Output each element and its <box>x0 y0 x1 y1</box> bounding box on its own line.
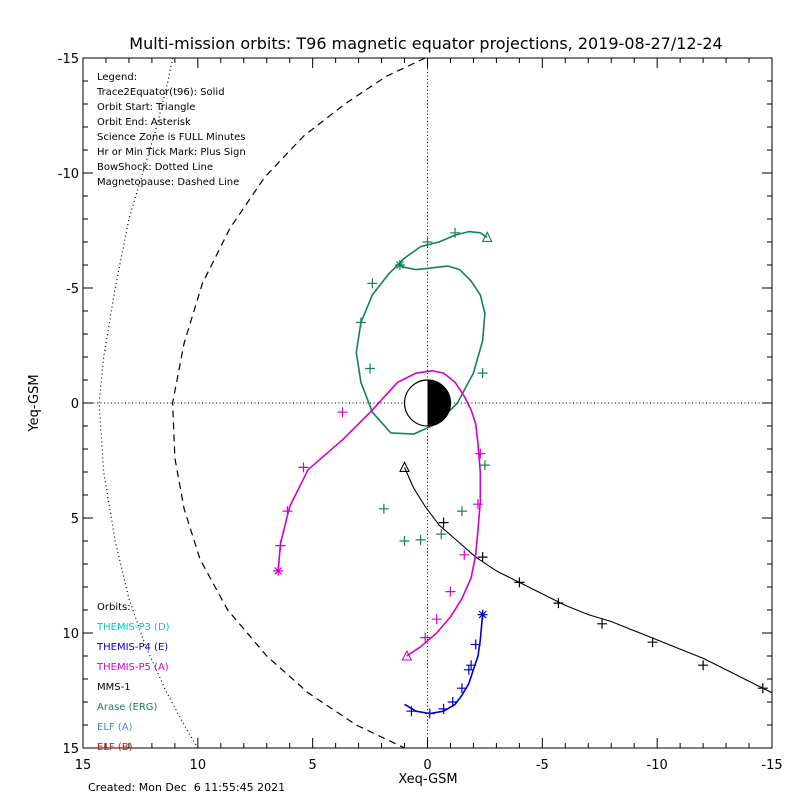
orbit-tick-themis-p4-e <box>466 660 477 671</box>
orbit-tick-mms-1 <box>597 618 608 629</box>
orbit-line-arase-erg <box>355 230 488 435</box>
footer-created: Created: Mon Dec 6 11:55:45 2021 <box>88 781 285 794</box>
orbit-tick-arase-erg <box>355 317 366 328</box>
x-tick-label: 10 <box>190 758 207 773</box>
y-axis-label: Yeq-GSM <box>27 374 42 432</box>
orbit-tick-mms-1 <box>438 517 449 528</box>
mission-label: MMS-1 <box>97 682 131 693</box>
legend-layer: Legend: Trace2Equator(t96): Solid Orbit St… <box>96 72 246 753</box>
mission-label: Arase (ERG) <box>97 702 158 713</box>
y-tick-label: 10 <box>62 627 79 642</box>
orbit-layer <box>273 227 773 719</box>
legend-line: Hr or Min Tick Mark: Plus Sign <box>97 147 246 158</box>
orbit-tick-themis-p4-e <box>447 697 458 707</box>
legend-line: BowShock: Dotted Line <box>97 162 213 173</box>
boundary-layer <box>98 57 426 749</box>
orbit-tick-mms-1 <box>514 577 525 588</box>
orbit-tick-themis-p5-a <box>445 586 456 597</box>
magnetopause-line <box>171 57 426 749</box>
orbit-tick-themis-p4-e <box>463 664 474 675</box>
orbit-tick-themis-p5-a <box>459 549 470 560</box>
chart-title: Multi-mission orbits: T96 magnetic equat… <box>129 34 722 53</box>
orbit-tick-themis-p5-a <box>282 506 293 517</box>
orbit-tick-mms-1 <box>757 683 768 694</box>
orbit-tick-arase-erg <box>399 536 410 546</box>
orbit-end-arase-erg <box>394 260 405 270</box>
orbit-line-themis-p4-e <box>404 614 484 715</box>
legend-line: Legend: <box>97 72 137 83</box>
orbit-tick-themis-p4-e <box>438 703 449 714</box>
orbit-start-themis-p5-a <box>401 649 413 661</box>
orbit-end-themis-p4-e <box>477 609 488 620</box>
mission-label: THEMIS-P5 (A) <box>96 662 169 673</box>
x-axis-label: Xeq-GSM <box>398 772 457 787</box>
orbit-tick-mms-1 <box>477 552 488 563</box>
orbit-line-themis-p5-a <box>277 370 482 657</box>
mission-label: THEMIS-P3 (D) <box>96 622 170 633</box>
orbit-tick-themis-p5-a <box>420 632 431 643</box>
orbit-tick-themis-p5-a <box>298 462 309 473</box>
orbit-tick-themis-p4-e <box>406 706 417 717</box>
orbit-tick-arase-erg <box>436 529 447 540</box>
orbit-tick-arase-erg <box>422 237 433 247</box>
x-tick-label: -15 <box>761 758 782 773</box>
y-tick-label: -15 <box>58 52 79 67</box>
y-tick-label: 5 <box>71 512 79 527</box>
orbit-tick-themis-p5-a <box>275 540 286 551</box>
orbit-tick-arase-erg <box>450 227 461 238</box>
orbit-tick-mms-1 <box>647 637 658 648</box>
axes-layer: 15 10 5 0 -5 -10 -15 -15 -10 -5 0 5 10 15 <box>58 52 783 773</box>
x-tick-label: 5 <box>309 758 317 773</box>
orbit-tick-arase-erg <box>367 278 378 289</box>
orbit-tick-themis-p5-a <box>475 448 486 459</box>
legend-line: Trace2Equator(t96): Solid <box>96 87 225 98</box>
orbit-tick-mms-1 <box>698 660 709 671</box>
orbit-tick-arase-erg <box>456 506 467 517</box>
y-tick-label: 15 <box>62 742 79 757</box>
orbit-tick-mms-1 <box>553 598 564 609</box>
orbit-tick-arase-erg <box>477 368 488 379</box>
y-tick-label: 0 <box>71 397 79 412</box>
orbits-heading: Orbits: <box>97 602 131 613</box>
legend-line: Science Zone is FULL Minutes <box>97 132 246 143</box>
x-tick-label: 15 <box>75 758 92 773</box>
orbit-tick-themis-p5-a <box>431 614 442 625</box>
orbit-tick-arase-erg <box>415 534 426 545</box>
x-tick-label: -5 <box>536 758 549 773</box>
x-tick-label: -10 <box>647 758 668 773</box>
y-tick-label: -5 <box>66 282 79 297</box>
legend-line: Orbit End: Asterisk <box>97 117 191 128</box>
earth-night-side <box>427 380 451 426</box>
earth-layer <box>403 379 452 427</box>
mission-label: ELF (A) <box>97 722 133 733</box>
mission-label: ELF (B) <box>97 742 133 753</box>
orbit-tick-arase-erg <box>378 503 389 514</box>
orbit-tick-themis-p5-a <box>337 407 348 418</box>
x-tick-label: 0 <box>423 758 431 773</box>
orbit-tick-themis-p4-e <box>456 683 467 694</box>
orbit-start-mms-1 <box>399 461 410 472</box>
orbit-tick-arase-erg <box>479 460 490 471</box>
orbit-end-themis-p5-a <box>273 565 284 576</box>
orbit-line-mms-1 <box>403 467 773 694</box>
orbit-tick-themis-p4-e <box>470 639 481 650</box>
legend-line: Magnetopause: Dashed Line <box>97 177 239 188</box>
orbit-tick-themis-p5-a <box>473 499 484 510</box>
orbit-tick-themis-p4-e <box>424 708 435 719</box>
mission-label: THEMIS-P4 (E) <box>96 642 168 653</box>
orbit-start-arase-erg <box>481 231 493 242</box>
y-tick-label: -10 <box>58 167 79 182</box>
orbit-tick-arase-erg <box>365 363 376 374</box>
legend-line: Orbit Start: Triangle <box>97 102 195 113</box>
